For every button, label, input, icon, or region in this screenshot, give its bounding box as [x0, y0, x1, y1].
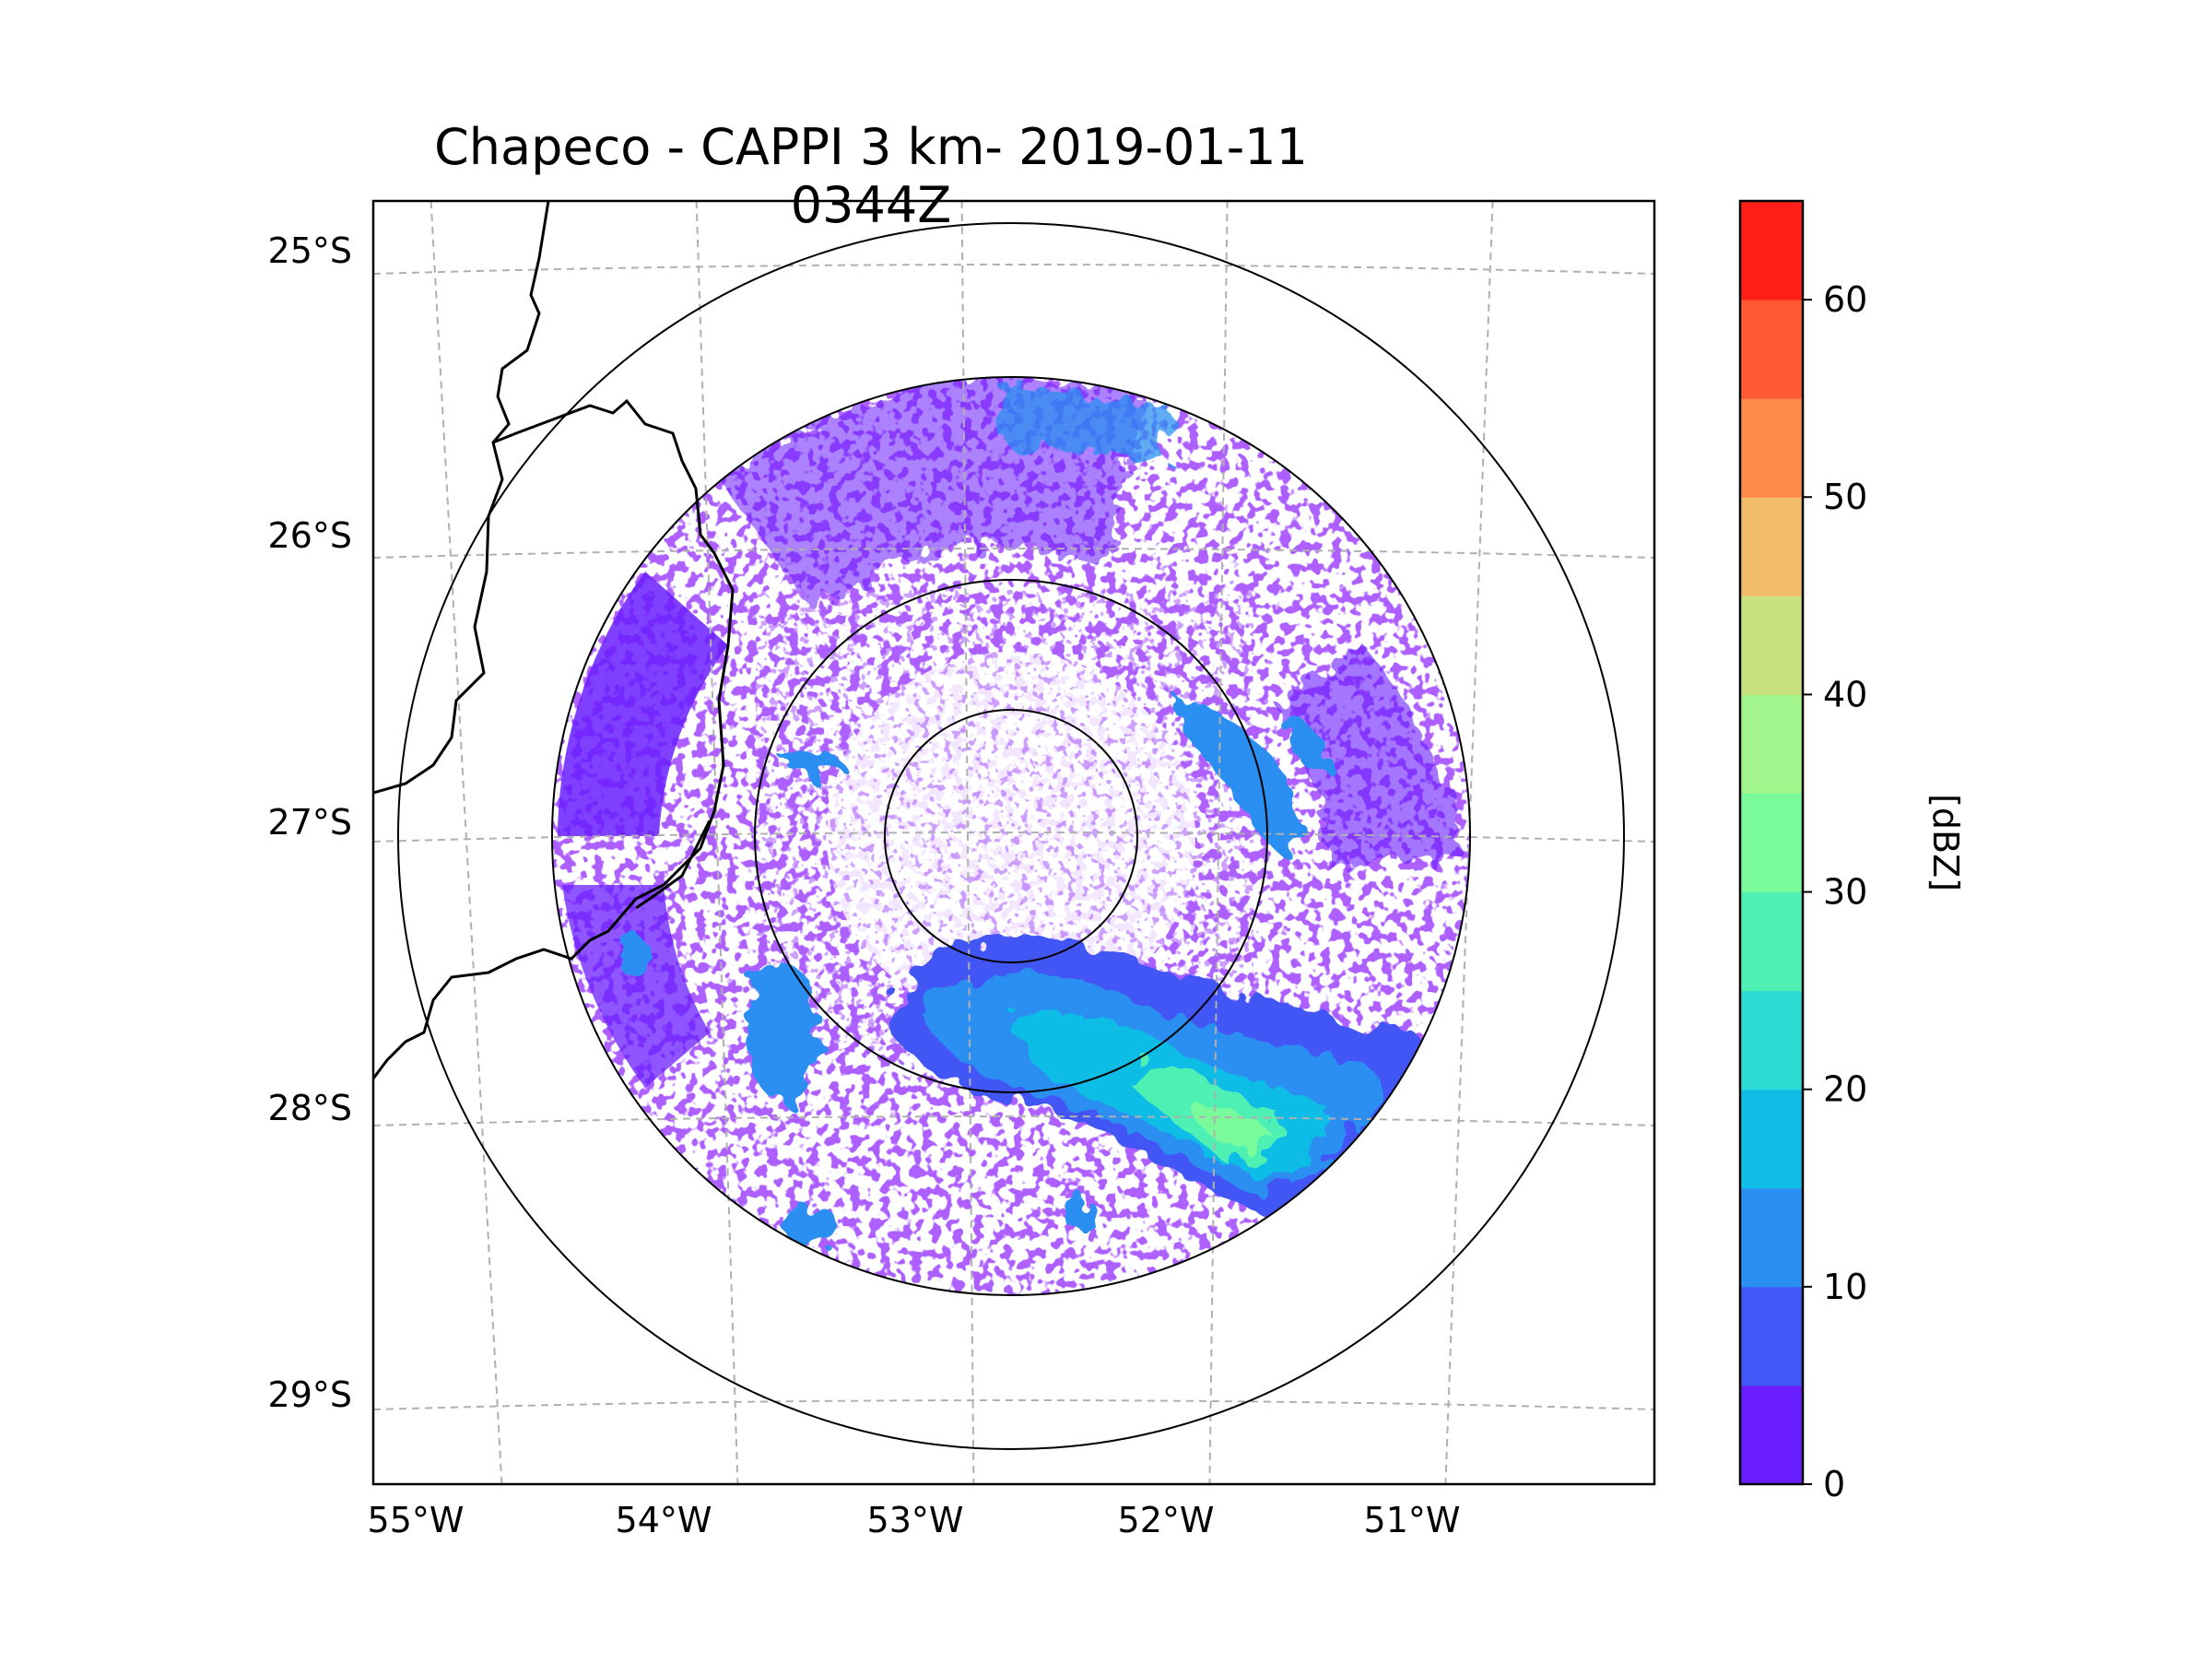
colorbar-swatch [1740, 201, 1803, 301]
x-tick-label: 54°W [616, 1500, 712, 1540]
south-cell [1068, 1198, 1098, 1235]
x-tick-label: 55°W [368, 1500, 465, 1540]
colorbar-swatch [1740, 1385, 1803, 1485]
meridian [960, 201, 975, 1484]
colorbar-tick-label: 60 [1823, 279, 1867, 320]
colorbar-swatch [1740, 398, 1803, 498]
far-w-cell [619, 938, 653, 979]
sw-cell-1 [747, 963, 820, 1102]
x-tick-label: 53°W [867, 1500, 964, 1540]
colorbar-tick-label: 30 [1823, 872, 1867, 913]
colorbar-tick-label: 20 [1823, 1069, 1867, 1110]
range-ring-250km [397, 222, 1625, 1450]
parallel [373, 832, 1654, 843]
colorbar-swatch [1740, 1089, 1803, 1189]
colorbar-swatch [1740, 1286, 1803, 1386]
map-content [373, 201, 1654, 1484]
argentina-paraguay-border [373, 201, 550, 795]
y-tick-label: 25°S [268, 230, 352, 271]
meridian [429, 201, 503, 1484]
colorbar-tick-label: 40 [1823, 674, 1867, 714]
colorbar-swatch [1740, 990, 1803, 1091]
colorbar-swatch [1740, 694, 1803, 794]
east-echo [1272, 645, 1465, 867]
southern-band [619, 691, 1427, 1246]
meridian [1208, 201, 1229, 1484]
colorbar-frame [1738, 199, 1805, 1486]
north-cell [1000, 385, 1171, 461]
colorbar-tick-label: 50 [1823, 477, 1867, 517]
range-ring-200km [551, 376, 1471, 1296]
colorbar-swatch [1740, 300, 1803, 399]
meridian [695, 201, 739, 1484]
y-tick-label: 29°S [268, 1374, 352, 1415]
colorbar-swatch [1740, 497, 1803, 596]
colorbar-swatch [1740, 793, 1803, 893]
parallel [373, 1115, 1654, 1126]
sw-cell-2 [783, 1206, 839, 1246]
x-tick-label: 52°W [1118, 1500, 1215, 1540]
y-tick-label: 27°S [268, 802, 352, 843]
chart-title: Chapeco - CAPPI 3 km- 2019-01-11 0344Z [434, 118, 1308, 234]
colorbar-swatch [1740, 1187, 1803, 1288]
borders [373, 201, 735, 1079]
axes-frame [371, 199, 1656, 1486]
range-rings [397, 222, 1625, 1450]
colorbar-tick-label: 0 [1823, 1464, 1845, 1504]
ne-cell-2 [1290, 719, 1330, 775]
y-tick-label: 26°S [268, 515, 352, 556]
map-axes: 55°W 54°W 53°W 52°W 51°W 25°S 26°S 27°S 28°S 29°S… [268, 199, 1966, 1540]
radar-disc [552, 377, 1470, 1295]
parallel [373, 1399, 1654, 1410]
band-peak [1189, 1097, 1267, 1149]
parallel [373, 548, 1654, 559]
west-echo [558, 572, 728, 836]
x-tick-label: 51°W [1364, 1500, 1461, 1540]
range-ring-100km [754, 579, 1268, 1093]
y-tick-label: 28°S [268, 1088, 352, 1128]
river-border [635, 820, 712, 910]
colorbar-label: [dBZ] [1925, 794, 1966, 891]
colorbar-tick-label: 10 [1823, 1267, 1867, 1307]
misiones-border [373, 398, 735, 1079]
range-ring-50km [884, 709, 1138, 963]
colorbar-swatch [1740, 891, 1803, 992]
w-cell [785, 746, 837, 775]
colorbar-swatch [1740, 596, 1803, 695]
parallel [373, 264, 1654, 275]
colorbar: 0 10 20 30 40 50 60 [dBZ] [1738, 199, 1966, 1504]
